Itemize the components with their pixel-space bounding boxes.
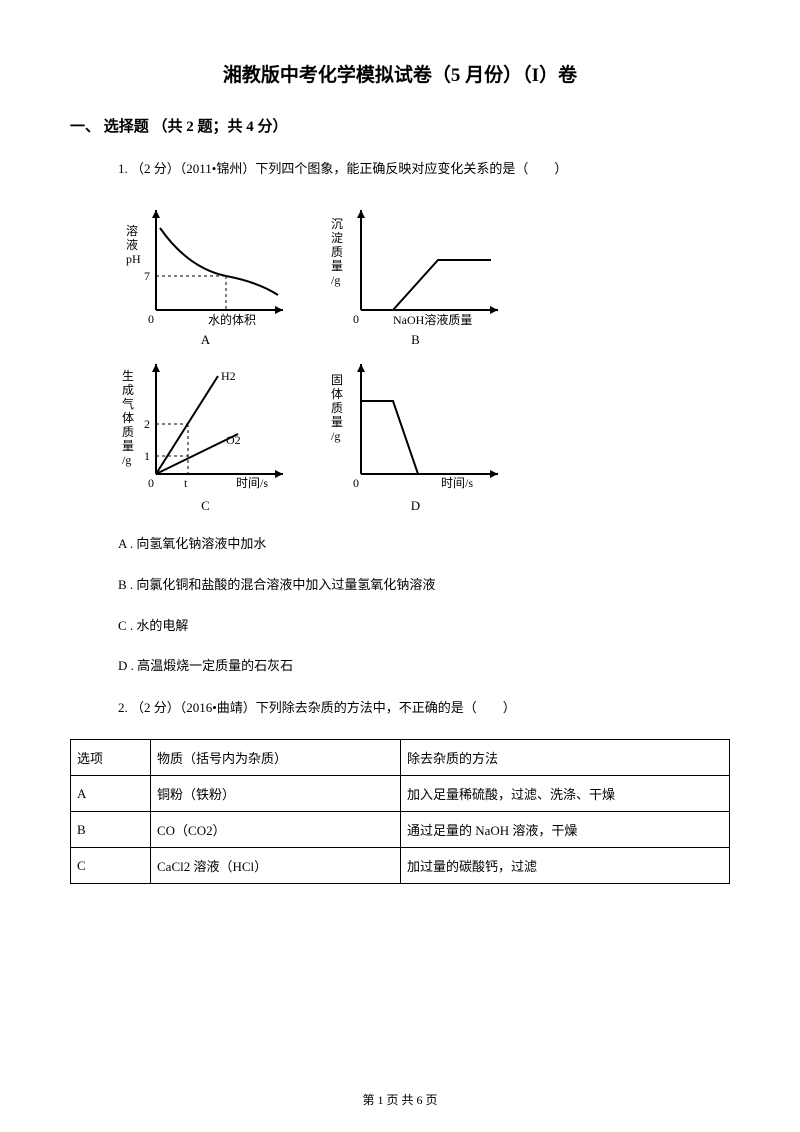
svg-text:0: 0: [148, 476, 154, 490]
q1-stem: 1. （2 分）（2011•锦州）下列四个图象，能正确反映对应变化关系的是（ ）: [118, 158, 730, 180]
chart-d: 固 体 质 量 /g 0 时间/s D: [323, 356, 508, 514]
chart-b-xlabel: NaOH溶液质量: [393, 312, 472, 327]
chart-a-label: A: [201, 332, 210, 348]
svg-text:气: 气: [122, 396, 134, 411]
chart-a-ytick: 7: [144, 269, 150, 283]
svg-text:质: 质: [122, 425, 134, 439]
th-method: 除去杂质的方法: [401, 740, 730, 776]
cell: A: [71, 776, 151, 812]
table-row: A 铜粉（铁粉） 加入足量稀硫酸，过滤、洗涤、干燥: [71, 776, 730, 812]
chart-row-1: 溶 液 pH 7 0 水的体积 A 沉 淀 质 量 /g 0 NaOH溶液质量: [118, 200, 730, 348]
page-title: 湘教版中考化学模拟试卷（5 月份）（I）卷: [70, 60, 730, 87]
svg-text:体: 体: [331, 387, 343, 401]
th-opt: 选项: [71, 740, 151, 776]
q1-opt-c: C . 水的电解: [118, 616, 730, 637]
svg-text:量: 量: [331, 259, 343, 273]
chart-c-h2: H2: [221, 369, 236, 383]
svg-text:0: 0: [148, 312, 154, 326]
page-footer: 第 1 页 共 6 页: [0, 1091, 800, 1108]
chart-b-label: B: [411, 332, 420, 348]
table-row: 选项 物质（括号内为杂质） 除去杂质的方法: [71, 740, 730, 776]
chart-c-o2: O2: [226, 433, 241, 447]
svg-text:体: 体: [122, 411, 134, 425]
chart-d-xlabel: 时间/s: [441, 476, 473, 490]
chart-c-xtick: t: [184, 476, 188, 490]
q1-opt-a: A . 向氢氧化钠溶液中加水: [118, 534, 730, 555]
svg-text:质: 质: [331, 401, 343, 415]
chart-a-ylabel-1: 溶: [126, 223, 138, 238]
svg-text:量: 量: [122, 439, 134, 453]
chart-c-label: C: [201, 498, 210, 514]
table-row: B CO（CO2） 通过足量的 NaOH 溶液，干燥: [71, 812, 730, 848]
svg-text:淀: 淀: [331, 231, 343, 245]
svg-text:/g: /g: [122, 453, 131, 467]
svg-text:/g: /g: [331, 273, 340, 287]
svg-text:pH: pH: [126, 252, 141, 266]
table-row: C CaCl2 溶液（HCl） 加过量的碳酸钙，过滤: [71, 848, 730, 884]
chart-c: 生 成 气 体 质 量 /g H2 O2 2 1 0 t 时间/s C: [118, 356, 293, 514]
q1-opt-d: D . 高温煅烧一定质量的石灰石: [118, 656, 730, 677]
chart-c-y2: 2: [144, 417, 150, 431]
cell: 加入足量稀硫酸，过滤、洗涤、干燥: [401, 776, 730, 812]
chart-a: 溶 液 pH 7 0 水的体积 A: [118, 200, 293, 348]
svg-text:沉: 沉: [331, 217, 343, 231]
svg-text:量: 量: [331, 415, 343, 429]
cell: C: [71, 848, 151, 884]
svg-text:0: 0: [353, 312, 359, 326]
chart-c-xlabel: 时间/s: [236, 476, 268, 490]
cell: 加过量的碳酸钙，过滤: [401, 848, 730, 884]
svg-text:固: 固: [331, 373, 343, 387]
svg-text:液: 液: [126, 237, 138, 252]
th-sub: 物质（括号内为杂质）: [151, 740, 401, 776]
q1-opt-b: B . 向氯化铜和盐酸的混合溶液中加入过量氢氧化钠溶液: [118, 575, 730, 596]
cell: 铜粉（铁粉）: [151, 776, 401, 812]
svg-text:质: 质: [331, 245, 343, 259]
svg-text:0: 0: [353, 476, 359, 490]
section-heading: 一、 选择题 （共 2 题；共 4 分）: [70, 115, 730, 136]
cell: 通过足量的 NaOH 溶液，干燥: [401, 812, 730, 848]
cell: CO（CO2）: [151, 812, 401, 848]
chart-a-xlabel: 水的体积: [208, 312, 256, 327]
svg-text:成: 成: [122, 383, 134, 397]
chart-c-y1: 1: [144, 449, 150, 463]
q2-stem: 2. （2 分）（2016•曲靖）下列除去杂质的方法中，不正确的是（ ）: [118, 697, 730, 719]
cell: B: [71, 812, 151, 848]
chart-d-label: D: [411, 498, 420, 514]
q2-table: 选项 物质（括号内为杂质） 除去杂质的方法 A 铜粉（铁粉） 加入足量稀硫酸，过…: [70, 739, 730, 884]
cell: CaCl2 溶液（HCl）: [151, 848, 401, 884]
chart-b: 沉 淀 质 量 /g 0 NaOH溶液质量 B: [323, 200, 508, 348]
svg-text:/g: /g: [331, 429, 340, 443]
svg-text:生: 生: [122, 369, 134, 383]
chart-row-2: 生 成 气 体 质 量 /g H2 O2 2 1 0 t 时间/s C: [118, 356, 730, 514]
